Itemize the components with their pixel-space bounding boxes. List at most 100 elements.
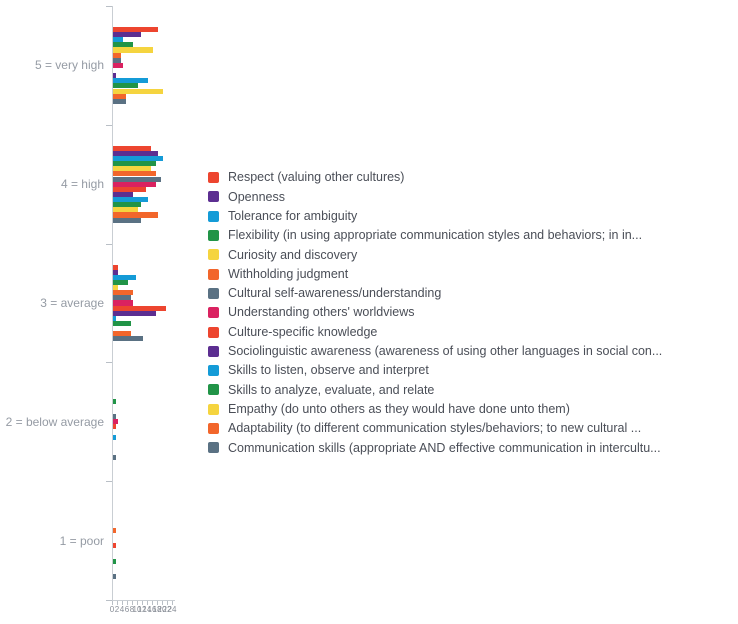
bar[interactable] <box>113 88 163 94</box>
bar[interactable] <box>113 320 131 327</box>
x-axis-tick <box>152 601 153 605</box>
bar[interactable] <box>113 285 118 291</box>
legend-label: Culture-specific knowledge <box>228 324 378 339</box>
legend-label: Skills to listen, observe and interpret <box>228 363 429 378</box>
bar[interactable] <box>113 150 158 156</box>
y-axis-tick <box>106 481 112 483</box>
x-tick-label: 16 <box>147 605 157 614</box>
x-tick-label: 2 <box>114 605 120 614</box>
legend-swatch-icon <box>208 287 219 299</box>
x-axis-tick <box>167 601 168 605</box>
bar[interactable] <box>113 42 133 48</box>
bar[interactable] <box>113 269 118 275</box>
bar[interactable] <box>113 336 143 342</box>
legend-swatch-icon <box>208 345 219 357</box>
bar[interactable] <box>113 52 121 58</box>
bar[interactable] <box>113 295 131 301</box>
x-tick-label: 22 <box>162 605 172 614</box>
bar[interactable] <box>113 315 116 321</box>
bar[interactable] <box>113 171 156 177</box>
bar[interactable] <box>113 145 151 151</box>
legend-item[interactable]: Tolerance for ambiguity <box>208 207 662 226</box>
legend-swatch-icon <box>208 268 219 280</box>
bar[interactable] <box>113 186 146 192</box>
x-axis-tick <box>117 601 118 605</box>
legend-label: Skills to analyze, evaluate, and relate <box>228 382 435 397</box>
legend-swatch-icon <box>208 230 219 242</box>
bar[interactable] <box>113 434 116 440</box>
y-axis-tick <box>106 243 112 245</box>
legend-item[interactable]: Flexibility (in using appropriate commun… <box>208 226 662 245</box>
legend-item[interactable]: Skills to analyze, evaluate, and relate <box>208 380 662 399</box>
bar[interactable] <box>113 274 136 280</box>
bar[interactable] <box>113 279 128 286</box>
bar[interactable] <box>113 305 166 311</box>
bar[interactable] <box>113 414 116 420</box>
bar[interactable] <box>113 197 148 203</box>
bar[interactable] <box>113 93 126 99</box>
bar[interactable] <box>113 166 151 172</box>
legend-item[interactable]: Openness <box>208 187 662 206</box>
legend-item[interactable]: Cultural self-awareness/understanding <box>208 284 662 303</box>
legend-item[interactable]: Communication skills (appropriate AND ef… <box>208 438 662 457</box>
legend-item[interactable]: Sociolinguistic awareness (awareness of … <box>208 342 662 361</box>
legend-swatch-icon <box>208 307 219 319</box>
bar[interactable] <box>113 207 138 213</box>
bar[interactable] <box>113 57 121 63</box>
legend-label: Adaptability (to different communication… <box>228 421 642 436</box>
bar[interactable] <box>113 98 126 104</box>
bar[interactable] <box>113 26 158 33</box>
bar[interactable] <box>113 543 116 549</box>
bar[interactable] <box>113 527 116 533</box>
legend-item[interactable]: Withholding judgment <box>208 264 662 283</box>
legend-item[interactable]: Curiosity and discovery <box>208 245 662 264</box>
legend-label: Flexibility (in using appropriate commun… <box>228 228 643 243</box>
x-axis-tick <box>147 601 148 605</box>
legend-item[interactable]: Respect (valuing other cultures) <box>208 168 662 187</box>
bar[interactable] <box>113 573 116 580</box>
x-tick-label: 8 <box>129 605 135 614</box>
bar[interactable] <box>113 161 156 167</box>
bar[interactable] <box>113 155 163 162</box>
bar[interactable] <box>113 47 153 53</box>
bar[interactable] <box>113 217 141 223</box>
bar[interactable] <box>113 331 131 337</box>
bar[interactable] <box>113 455 116 461</box>
bar[interactable] <box>113 191 133 198</box>
legend-label: Understanding others' worldviews <box>228 305 415 320</box>
bar[interactable] <box>113 398 116 404</box>
legend-item[interactable]: Empathy (do unto others as they would ha… <box>208 400 662 419</box>
x-axis-tick <box>132 601 133 605</box>
legend-item[interactable]: Culture-specific knowledge <box>208 322 662 341</box>
x-axis-tick <box>122 601 123 605</box>
bar[interactable] <box>113 181 156 187</box>
bar[interactable] <box>113 202 141 208</box>
bar[interactable] <box>113 176 161 182</box>
x-tick-label: 4 <box>119 605 125 614</box>
legend-item[interactable]: Skills to listen, observe and interpret <box>208 361 662 380</box>
bar[interactable] <box>113 78 148 84</box>
bar[interactable] <box>113 83 138 89</box>
bar[interactable] <box>113 73 116 79</box>
x-axis-tick <box>142 601 143 605</box>
x-axis-tick <box>172 601 173 605</box>
bar[interactable] <box>113 310 156 316</box>
bar[interactable] <box>113 300 133 306</box>
bar[interactable] <box>113 32 141 38</box>
bar[interactable] <box>113 212 158 218</box>
legend-swatch-icon <box>208 442 219 454</box>
bar[interactable] <box>113 62 123 68</box>
bar[interactable] <box>113 424 116 430</box>
legend-item[interactable]: Adaptability (to different communication… <box>208 419 662 438</box>
y-axis-tick <box>106 600 112 601</box>
legend-item[interactable]: Understanding others' worldviews <box>208 303 662 322</box>
bar[interactable] <box>113 558 116 564</box>
bar[interactable] <box>113 419 118 425</box>
bar[interactable] <box>113 37 123 43</box>
legend-swatch-icon <box>208 384 219 396</box>
legend-swatch-icon <box>208 191 219 203</box>
x-axis-tick <box>112 601 113 605</box>
category-label: 5 = very high <box>34 58 104 73</box>
bar[interactable] <box>113 290 133 296</box>
bar[interactable] <box>113 264 118 270</box>
